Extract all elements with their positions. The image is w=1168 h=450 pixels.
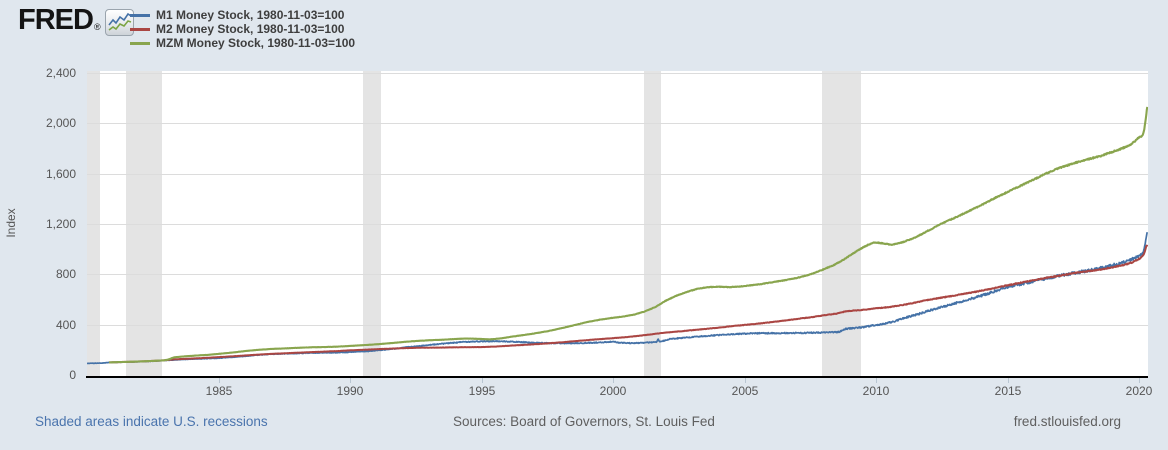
x-axis-line [86,376,1148,378]
x-tick-label: 2005 [731,384,759,398]
x-tick-label: 2020 [1125,384,1153,398]
x-tick-mark [350,378,351,383]
legend-line-swatch [130,13,150,17]
legend-line-swatch [130,41,150,45]
x-tick-mark [1139,378,1140,383]
gridline [87,174,1148,175]
series-line [108,244,1148,364]
x-tick-mark [745,378,746,383]
x-tick-mark [613,378,614,383]
sources-text: Sources: Board of Governors, St. Louis F… [453,414,715,429]
gridline [87,73,1148,74]
x-tick-label: 1985 [205,384,233,398]
y-tick-label: 400 [55,317,76,332]
series-line [108,106,1148,364]
y-tick-label: 800 [55,267,76,282]
legend-item: M2 Money Stock, 1980-11-03=100 [130,22,355,36]
gridline [87,325,1148,326]
recession-band [87,71,101,376]
y-tick-label: 2,000 [45,116,76,131]
x-tick-label: 2000 [599,384,627,398]
legend-label: MZM Money Stock, 1980-11-03=100 [156,36,356,50]
legend-item: M1 Money Stock, 1980-11-03=100 [130,8,355,22]
recession-band [643,71,662,376]
legend-label: M2 Money Stock, 1980-11-03=100 [156,22,345,36]
fred-logo-text: FRED [18,4,94,36]
registered-trademark: ® [93,22,101,32]
plot-area [87,71,1148,376]
legend-label: M1 Money Stock, 1980-11-03=100 [156,8,345,22]
y-tick-label: 0 [69,368,76,382]
legend-item: MZM Money Stock, 1980-11-03=100 [130,36,355,50]
x-tick-mark [1008,378,1009,383]
x-tick-mark [219,378,220,383]
gridline [87,123,1148,124]
fred-sparkline-icon [104,9,134,36]
y-tick-label: 1,600 [45,166,76,181]
x-tick-label: 1995 [468,384,496,398]
fred-logo[interactable]: FRED ® [18,6,134,36]
fred-url-link[interactable]: fred.stlouisfed.org [1013,414,1121,429]
recession-band [363,71,381,376]
x-tick-mark [876,378,877,383]
series-line [87,232,1148,365]
x-tick-label: 2015 [994,384,1022,398]
series-lines [87,106,1148,365]
chart-legend: M1 Money Stock, 1980-11-03=100 M2 Money S… [130,8,355,50]
y-tick-label: 2,400 [45,66,76,80]
x-tick-mark [482,378,483,383]
recession-shading-link[interactable]: Shaded areas indicate U.S. recessions [35,414,268,429]
x-tick-label: 2010 [862,384,890,398]
x-tick-label: 1990 [336,384,364,398]
gridline [87,224,1148,225]
y-tick-label: 1,200 [45,217,76,231]
legend-line-swatch [130,27,150,31]
gridline [87,274,1148,275]
